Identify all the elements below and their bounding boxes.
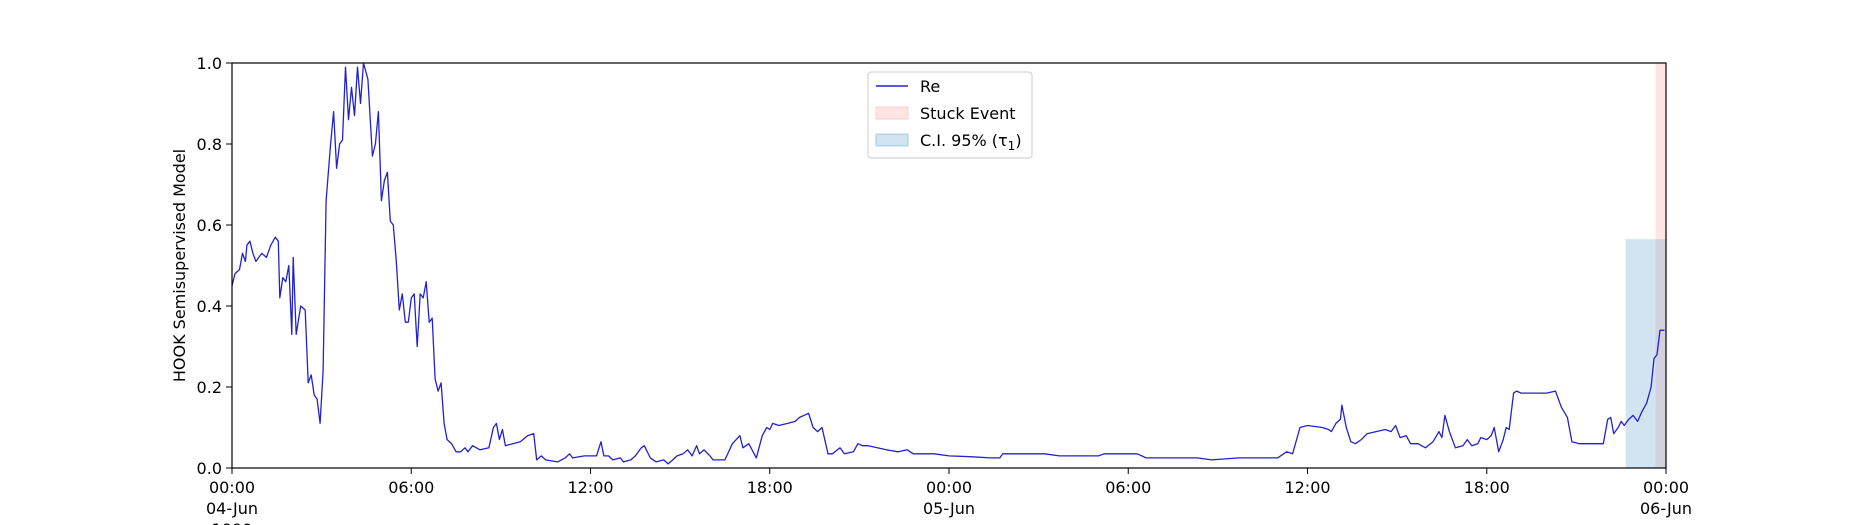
y-axis: 0.0 0.2 0.4 0.6 0.8 1.0 (197, 54, 232, 478)
x-tick-date-label: 05-Jun (923, 499, 975, 518)
legend-box (867, 71, 1033, 159)
legend-label: Re (920, 77, 940, 96)
x-tick-label: 06:00 (388, 478, 434, 497)
y-tick-label: 0.0 (197, 459, 222, 478)
x-tick-label: 00:00 (1643, 478, 1689, 497)
series-group (231, 62, 1665, 465)
series-line-re (231, 62, 1665, 465)
x-tick-label: 12:00 (1284, 478, 1330, 497)
y-tick-label: 1.0 (197, 54, 222, 73)
legend-label: Stuck Event (920, 104, 1016, 123)
y-tick-label: 0.2 (197, 378, 222, 397)
legend-swatch-patch (875, 106, 909, 120)
x-tick-label: 18:00 (747, 478, 793, 497)
y-tick-label: 0.4 (197, 297, 222, 316)
legend: Re Stuck Event C.I. 95% (τ1) (867, 71, 1033, 159)
x-tick-date-label: 04-Jun (206, 499, 258, 518)
y-tick-label: 0.8 (197, 135, 222, 154)
x-tick-label: 00:00 (209, 478, 255, 497)
shaded-region-stuck-event (1655, 63, 1666, 468)
shaded-region-confidence-interval (1625, 239, 1666, 468)
x-tick-label: 12:00 (567, 478, 613, 497)
legend-label: C.I. 95% (τ1) (920, 131, 1022, 153)
x-tick-label: 00:00 (926, 478, 972, 497)
y-axis-label: HOOK Semisupervised Model (170, 149, 189, 382)
y-tick-label: 0.6 (197, 216, 222, 235)
shaded-regions (1625, 63, 1666, 468)
x-axis: 00:00 04-Jun 1990 06:00 12:00 18:00 00:00 05-Ju… (206, 468, 1692, 525)
legend-swatch-patch (875, 133, 909, 147)
x-tick-label: 18:00 (1464, 478, 1510, 497)
x-tick-label: 06:00 (1105, 478, 1151, 497)
x-tick-year-label: 1990 (212, 520, 253, 525)
x-tick-date-label: 06-Jun (1640, 499, 1692, 518)
